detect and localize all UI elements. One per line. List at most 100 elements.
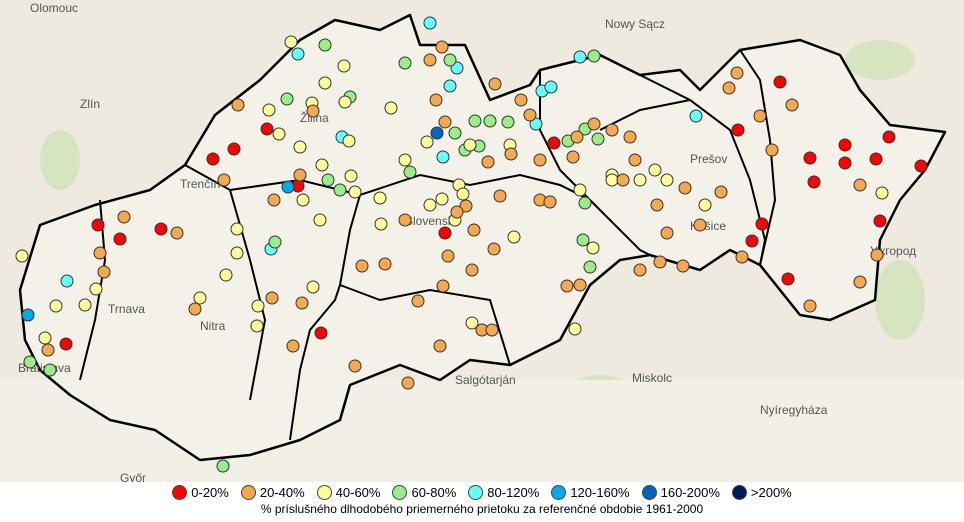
station-marker <box>93 246 107 260</box>
station-marker <box>348 185 362 199</box>
station-marker <box>219 268 233 282</box>
station-marker <box>465 263 479 277</box>
legend-swatch <box>731 485 747 500</box>
legend-caption: % príslušného dlhodobého priemerného pri… <box>260 502 704 516</box>
station-marker <box>873 214 887 228</box>
station-marker <box>485 323 499 337</box>
station-marker <box>342 134 356 148</box>
place-label: Nitra <box>200 319 226 333</box>
legend-item: 120-160% <box>551 485 630 500</box>
station-marker <box>291 47 305 61</box>
station-marker <box>730 66 744 80</box>
station-marker <box>653 255 667 269</box>
station-marker <box>314 326 328 340</box>
legend-label: 160-200% <box>660 485 720 500</box>
station-marker <box>605 123 619 137</box>
station-marker <box>660 226 674 240</box>
station-marker <box>587 49 601 63</box>
legend-label: 0-20% <box>191 485 229 500</box>
station-marker <box>15 249 29 263</box>
station-marker <box>423 198 437 212</box>
station-marker <box>660 173 674 187</box>
station-marker <box>430 126 444 140</box>
station-marker <box>250 319 264 333</box>
station-marker <box>488 77 502 91</box>
station-marker <box>315 158 329 172</box>
station-marker <box>59 337 73 351</box>
place-label: Nowy Sącz <box>605 17 665 31</box>
place-label: Trnava <box>108 302 145 316</box>
legend-item: 80-120% <box>468 485 539 500</box>
station-marker <box>773 75 787 89</box>
forest-area <box>875 260 925 340</box>
station-marker <box>411 294 425 308</box>
station-marker <box>714 185 728 199</box>
station-marker <box>49 299 63 313</box>
station-marker <box>436 150 450 164</box>
station-marker <box>23 355 37 369</box>
station-marker <box>21 308 35 322</box>
station-marker <box>333 183 347 197</box>
station-marker <box>251 299 265 313</box>
place-label: Zlín <box>80 97 100 111</box>
legend: 0-20% 20-40% 40-60% 60-80% 80-120% 120-160% 16… <box>0 482 964 522</box>
station-marker <box>429 93 443 107</box>
station-marker <box>423 53 437 67</box>
station-marker <box>591 132 605 146</box>
station-marker <box>573 183 587 197</box>
station-marker <box>384 101 398 115</box>
station-marker <box>438 115 452 129</box>
station-marker <box>293 168 307 182</box>
station-marker <box>547 136 561 150</box>
station-marker <box>570 130 584 144</box>
station-marker <box>869 152 883 166</box>
map[interactable]: Olomouc Nowy Sącz Zlín Žilina Trenčín Prešov K… <box>0 0 964 482</box>
station-marker <box>465 316 479 330</box>
station-marker <box>230 246 244 260</box>
station-marker <box>435 40 449 54</box>
legend-item: 0-20% <box>172 485 229 500</box>
station-marker <box>374 217 388 231</box>
legend-item: 60-80% <box>392 485 456 500</box>
station-marker <box>97 265 111 279</box>
station-marker <box>91 218 105 232</box>
station-marker <box>676 259 690 273</box>
station-marker <box>803 299 817 313</box>
station-marker <box>403 165 417 179</box>
station-marker <box>544 80 558 94</box>
station-marker <box>501 115 515 129</box>
legend-label: 120-160% <box>570 485 630 500</box>
place-label: Nyíregyháza <box>760 403 828 417</box>
station-marker <box>306 280 320 294</box>
legend-label: 60-80% <box>411 485 457 500</box>
station-marker <box>423 16 437 30</box>
station-marker <box>755 217 769 231</box>
station-marker <box>448 126 462 140</box>
legend-swatch <box>468 485 484 500</box>
station-marker <box>870 248 884 262</box>
station-marker <box>467 223 481 237</box>
station-marker <box>398 56 412 70</box>
legend-swatch <box>392 485 408 500</box>
station-marker <box>230 222 244 236</box>
station-marker <box>633 263 647 277</box>
station-marker <box>435 192 449 206</box>
station-marker <box>193 291 207 305</box>
station-marker <box>337 59 351 73</box>
station-marker <box>560 279 574 293</box>
station-marker <box>348 359 362 373</box>
station-marker <box>882 130 896 144</box>
legend-swatch <box>172 485 188 500</box>
station-marker <box>633 173 647 187</box>
station-marker <box>623 130 637 144</box>
station-marker <box>722 81 736 95</box>
station-marker <box>529 117 543 131</box>
station-marker <box>731 123 745 137</box>
legend-label: >200% <box>750 485 792 500</box>
station-marker <box>807 175 821 189</box>
region-border <box>184 164 651 256</box>
forest-area <box>40 130 80 190</box>
station-marker <box>293 140 307 154</box>
legend-item: 20-40% <box>240 485 305 500</box>
station-marker <box>398 153 412 167</box>
